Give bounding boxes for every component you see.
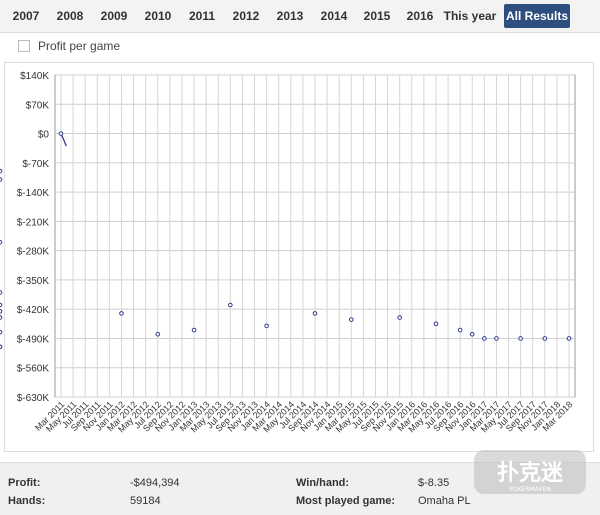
data-point <box>348 317 354 322</box>
tab-2012[interactable]: 2012 <box>232 9 260 23</box>
data-point <box>0 177 3 182</box>
tab-2011[interactable]: 2011 <box>188 9 216 23</box>
profit-chart: $140K $70K $0 $-70K $-140K $-210K $-280K $-350K… <box>0 71 576 434</box>
tab-2015[interactable]: 2015 <box>363 9 391 23</box>
data-point <box>0 329 3 335</box>
y-tick-label: $-420K <box>17 305 50 316</box>
watermark-logo: 扑克迷 POKERMAVEN <box>474 450 586 494</box>
y-tick-label: $-490K <box>17 334 50 345</box>
checkbox[interactable] <box>18 39 30 52</box>
data-point <box>542 336 548 341</box>
data-point <box>0 290 3 295</box>
tab-2008[interactable]: 2008 <box>56 9 84 23</box>
tab-2013[interactable]: 2013 <box>276 9 304 23</box>
winhand-value: $-8.35 <box>418 477 450 489</box>
data-point <box>457 327 463 333</box>
data-point <box>518 336 523 341</box>
profit-per-game-toggle[interactable]: Profit per game <box>18 38 120 53</box>
hands-value: 59184 <box>130 495 161 507</box>
toggle-label: Profit per game <box>38 38 121 53</box>
tab-2014[interactable]: 2014 <box>320 9 348 23</box>
tab-this-year[interactable]: This year <box>443 9 497 23</box>
tab-2016[interactable]: 2016 <box>406 9 434 23</box>
y-tick-label: $-280K <box>17 247 50 258</box>
data-point <box>566 336 572 341</box>
watermark-text: 扑克迷 <box>497 460 564 486</box>
data-point <box>0 308 3 314</box>
data-point <box>58 131 64 136</box>
data-point <box>0 168 3 174</box>
profit-label: Profit: <box>8 477 41 489</box>
tab-all-results[interactable]: All Results <box>504 4 570 28</box>
y-tick-label: $140K <box>20 71 49 82</box>
data-point <box>469 331 475 337</box>
tab-2007[interactable]: 2007 <box>12 9 40 23</box>
hands-label: Hands: <box>8 495 46 507</box>
data-point <box>228 302 233 308</box>
data-point <box>312 311 318 316</box>
tab-2009[interactable]: 2009 <box>100 9 128 23</box>
y-tick-label: $-210K <box>17 217 50 228</box>
watermark-subtext: POKERMAVEN <box>509 486 551 493</box>
y-tick-label: $-560K <box>17 364 50 375</box>
data-point <box>0 315 3 320</box>
y-tick-label: $-350K <box>17 276 50 287</box>
data-point <box>191 327 197 333</box>
profit-value: -$494,394 <box>130 477 180 489</box>
data-point <box>433 321 439 327</box>
y-tick-label: $-140K <box>17 188 50 199</box>
y-tick-label: $-630K <box>17 393 50 404</box>
data-point <box>0 344 3 350</box>
winhand-label: Win/hand: <box>296 477 350 489</box>
y-tick-label: $-70K <box>22 159 49 170</box>
most-played-value: Omaha PL <box>418 495 471 507</box>
data-point <box>397 315 402 320</box>
most-played-label: Most played game: <box>296 495 396 507</box>
data-point <box>0 302 3 308</box>
data-point <box>119 311 124 316</box>
data-point <box>0 239 3 245</box>
y-tick-label: $70K <box>26 100 50 111</box>
tab-2010[interactable]: 2010 <box>144 9 172 23</box>
data-point <box>482 336 487 341</box>
year-tabs: 2007 2008 2009 2010 2011 2012 2013 2014 … <box>0 0 600 33</box>
data-point <box>155 331 161 337</box>
data-point <box>494 336 499 341</box>
data-point <box>264 323 269 329</box>
y-tick-label: $0 <box>38 130 50 141</box>
